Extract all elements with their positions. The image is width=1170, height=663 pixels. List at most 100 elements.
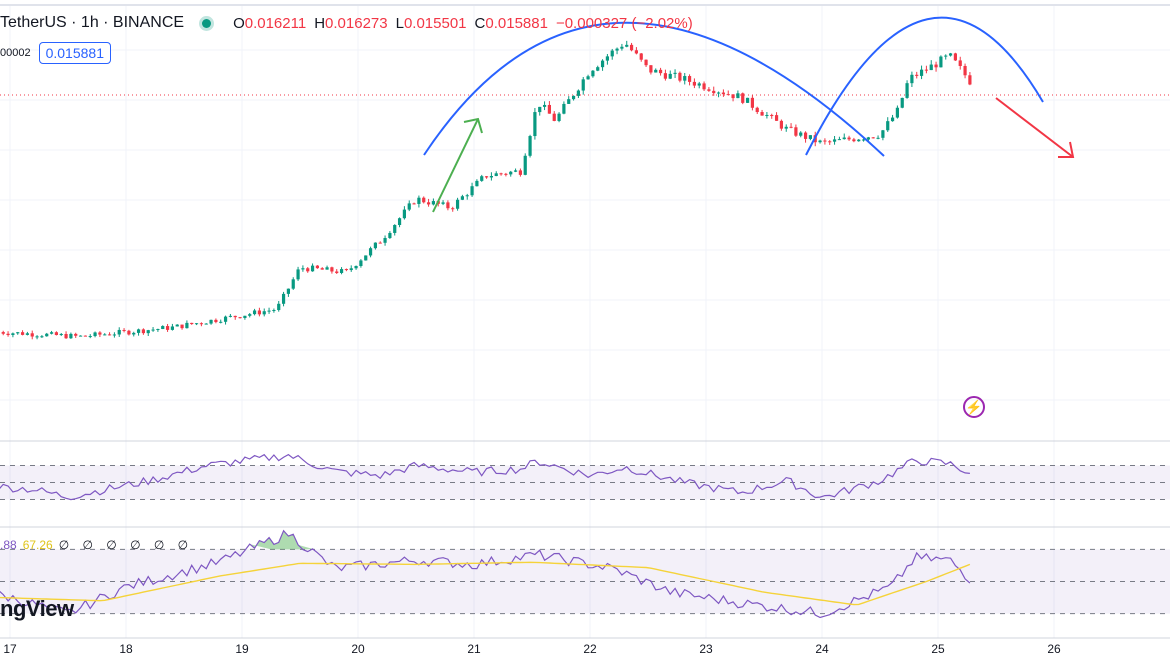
candle-body[interactable] [122,329,126,331]
candle-body[interactable] [190,322,194,325]
candle-body[interactable] [547,104,551,114]
down-arrow-line[interactable] [995,97,1074,158]
lightning-icon[interactable]: ⚡ [963,396,985,418]
candle-body[interactable] [209,319,213,324]
candle-body[interactable] [886,121,890,131]
candle-body[interactable] [760,112,764,116]
candle-body[interactable] [586,76,590,80]
candle-body[interactable] [576,90,580,96]
candle-body[interactable] [315,265,319,269]
candle-body[interactable] [770,114,774,116]
candle-body[interactable] [223,316,228,322]
candle-body[interactable] [499,173,503,175]
candle-body[interactable] [953,53,957,61]
candle-body[interactable] [88,336,92,338]
symbol-title[interactable]: TetherUS · 1h · BINANCE [0,14,185,31]
candle-body[interactable] [668,73,672,79]
candle-body[interactable] [929,64,933,71]
candle-body[interactable] [726,94,730,96]
candle-body[interactable] [649,65,653,73]
candle-body[interactable] [832,139,837,142]
candle-body[interactable] [78,335,83,337]
candle-body[interactable] [484,176,489,178]
candle-body[interactable] [750,97,754,108]
candle-body[interactable] [199,323,203,325]
candle-body[interactable] [354,266,358,269]
candle-body[interactable] [117,329,121,335]
candle-body[interactable] [847,137,851,140]
candle-body[interactable] [721,92,725,95]
candle-body[interactable] [615,48,619,51]
candle-body[interactable] [383,237,387,243]
candle-body[interactable] [286,288,290,294]
candle-body[interactable] [919,69,924,76]
candle-body[interactable] [890,117,895,122]
candle-body[interactable] [54,332,58,336]
candle-body[interactable] [765,114,769,116]
arc-right-drawing[interactable] [805,16,1044,156]
candle-body[interactable] [1,332,5,334]
up-arrow-line[interactable] [432,118,479,213]
candle-body[interactable] [64,333,68,339]
candle-body[interactable] [702,83,706,90]
candle-body[interactable] [339,269,344,273]
candle-body[interactable] [325,267,329,270]
candle-body[interactable] [30,333,34,337]
candle-body[interactable] [291,279,295,289]
candle-body[interactable] [963,65,967,76]
candle-body[interactable] [939,56,943,68]
candle-body[interactable] [513,170,518,172]
candle-body[interactable] [112,334,116,336]
candle-body[interactable] [132,332,136,335]
candle-body[interactable] [644,59,648,66]
candle-body[interactable] [605,56,609,61]
candle-body[interactable] [871,137,875,139]
candle-body[interactable] [330,267,334,272]
candle-body[interactable] [895,107,899,118]
candle-body[interactable] [629,44,634,51]
candle-body[interactable] [16,332,20,334]
candle-body[interactable] [639,53,643,60]
candle-body[interactable] [277,303,281,311]
candle-body[interactable] [136,329,141,333]
candle-body[interactable] [69,333,73,339]
candle-body[interactable] [306,268,310,272]
candle-body[interactable] [470,186,474,196]
candle-body[interactable] [194,323,199,325]
candle-body[interactable] [161,326,165,330]
candle-body[interactable] [475,180,479,187]
candle-body[interactable] [98,332,102,335]
candle-body[interactable] [494,173,498,177]
candle-body[interactable] [857,139,861,142]
candle-body[interactable] [359,260,363,267]
candle-body[interactable] [441,202,445,204]
candle-body[interactable] [146,330,150,334]
candle-body[interactable] [808,135,812,139]
candle-body[interactable] [774,115,779,121]
candlestick-series[interactable] [0,40,972,340]
candle-body[interactable] [368,248,373,256]
candle-body[interactable] [335,271,339,273]
candle-body[interactable] [823,140,827,142]
candle-body[interactable] [557,113,561,121]
candle-body[interactable] [697,83,701,86]
candle-body[interactable] [948,53,953,56]
candle-body[interactable] [620,46,624,49]
candle-body[interactable] [571,95,576,100]
candle-body[interactable] [712,90,716,94]
candle-body[interactable] [741,93,745,103]
candle-body[interactable] [968,75,972,85]
candle-body[interactable] [151,329,155,331]
candle-body[interactable] [204,323,208,325]
candle-body[interactable] [480,176,484,181]
candle-body[interactable] [446,202,450,209]
candle-body[interactable] [663,73,667,79]
candle-body[interactable] [910,74,914,84]
candle-body[interactable] [83,335,87,337]
candle-body[interactable] [924,69,928,71]
candle-body[interactable] [243,315,247,318]
candle-body[interactable] [262,311,266,315]
candle-body[interactable] [455,199,460,209]
candle-body[interactable] [687,76,692,82]
